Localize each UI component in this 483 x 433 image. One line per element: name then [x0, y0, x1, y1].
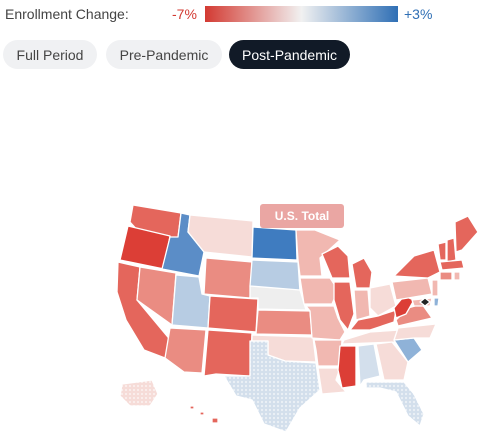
state-indiana[interactable]	[353, 289, 371, 321]
state-new-york[interactable]	[393, 249, 441, 279]
state-north-carolina[interactable]	[393, 323, 437, 341]
state-kansas[interactable]	[255, 309, 313, 336]
state-vermont[interactable]	[437, 241, 447, 261]
state-michigan[interactable]	[351, 257, 373, 289]
tab-full-period[interactable]: Full Period	[3, 40, 97, 69]
state-delaware[interactable]	[433, 297, 440, 307]
state-wyoming[interactable]	[203, 257, 253, 299]
state-arkansas[interactable]	[313, 339, 343, 367]
state-missouri[interactable]	[305, 305, 346, 341]
state-new-mexico[interactable]	[203, 329, 253, 377]
tab-post-pandemic[interactable]: Post-Pandemic	[229, 40, 350, 69]
state-illinois[interactable]	[333, 281, 355, 331]
state-mississippi[interactable]	[337, 345, 357, 389]
legend-gradient-bar	[205, 6, 398, 22]
state-florida[interactable]	[365, 381, 425, 427]
state-iowa[interactable]	[299, 277, 339, 305]
state-rhode-island[interactable]	[453, 271, 461, 281]
state-alaska[interactable]	[119, 379, 159, 407]
state-connecticut[interactable]	[439, 271, 453, 281]
state-georgia[interactable]	[375, 341, 409, 381]
legend-title: Enrollment Change:	[5, 6, 129, 22]
state-district-of-columbia[interactable]	[419, 297, 431, 307]
state-colorado[interactable]	[207, 295, 259, 333]
state-wisconsin[interactable]	[321, 245, 351, 279]
legend: Enrollment Change: -7% +3%	[0, 0, 483, 30]
state-arizona[interactable]	[164, 327, 207, 374]
state-new-jersey[interactable]	[431, 279, 439, 297]
state-alabama[interactable]	[357, 343, 381, 387]
legend-min-label: -7%	[172, 6, 197, 22]
state-ohio[interactable]	[369, 283, 397, 317]
us-state-map	[116, 204, 479, 433]
us-total-tooltip: U.S. Total	[260, 204, 344, 228]
legend-max-label: +3%	[404, 6, 433, 22]
state-massachusetts[interactable]	[439, 259, 465, 271]
state-hawaii[interactable]	[189, 405, 219, 424]
state-minnesota[interactable]	[295, 229, 341, 277]
state-maine[interactable]	[454, 215, 479, 253]
state-north-dakota[interactable]	[251, 226, 298, 261]
state-nebraska[interactable]	[249, 285, 307, 311]
state-new-hampshire[interactable]	[446, 237, 457, 263]
state-montana[interactable]	[187, 214, 254, 258]
tab-pre-pandemic[interactable]: Pre-Pandemic	[106, 40, 222, 69]
state-pennsylvania[interactable]	[391, 277, 433, 301]
